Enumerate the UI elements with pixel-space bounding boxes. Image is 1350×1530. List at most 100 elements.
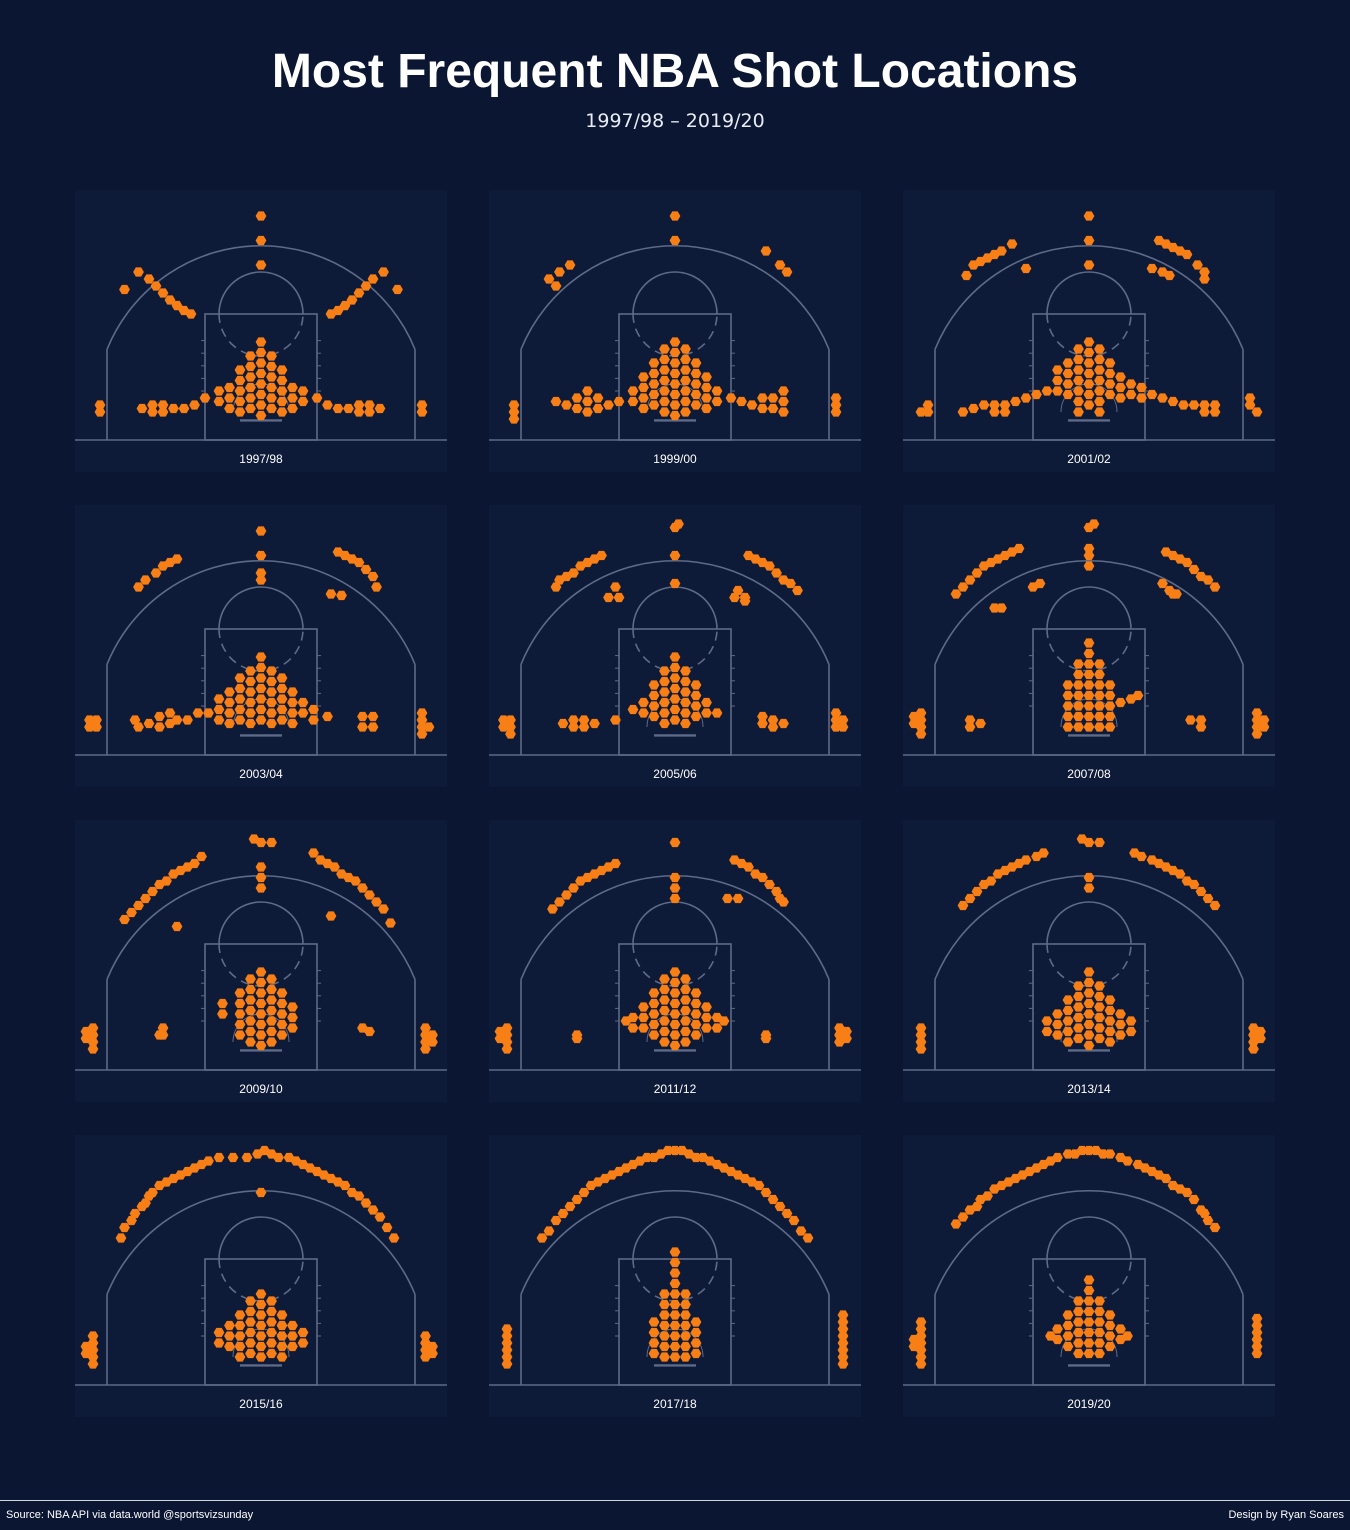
shot-hexagon (255, 1187, 267, 1198)
shot-hexagon (788, 1215, 800, 1226)
shot-hexagon (1094, 659, 1105, 669)
shot-hexagon (659, 1320, 670, 1331)
shot-hexagon (1083, 235, 1095, 246)
shot-hexagon (255, 977, 267, 988)
shot-hexagon (701, 1012, 712, 1023)
shot-hexagon (659, 386, 670, 396)
shot-hexagon (1083, 400, 1095, 410)
shot-hexagon (638, 393, 649, 403)
shot-hexagon (669, 673, 681, 683)
shot-hexagon (1062, 690, 1074, 701)
season-label: 2015/16 (239, 1397, 283, 1411)
shot-hexagon (80, 1033, 92, 1044)
shot-hexagon (680, 1005, 691, 1016)
shot-hexagon (154, 1180, 165, 1191)
shot-hexagon (1188, 879, 1200, 890)
shot-hexagon (234, 694, 246, 704)
shot-hexagon (276, 407, 288, 417)
shot-hexagon (971, 886, 983, 897)
shot-hexagon (1094, 701, 1105, 711)
shot-hexagon (115, 1233, 127, 1243)
shot-hexagon (276, 1019, 288, 1030)
shot-hexagon (1094, 1002, 1105, 1012)
shot-hexagon (276, 396, 288, 407)
shot-hexagon (1073, 1327, 1084, 1338)
shot-chart-panel: 1999/00 (489, 190, 861, 472)
shot-hexagon (680, 676, 691, 687)
shot-hexagon (266, 1306, 277, 1317)
shot-hexagon (669, 358, 681, 368)
shot-hexagon (494, 1033, 506, 1044)
shot-hexagon (357, 711, 368, 722)
shot-hexagon (996, 603, 1007, 613)
three-point-arc (520, 1190, 830, 1295)
shot-hexagon (638, 382, 649, 393)
shot-hexagons (915, 211, 1263, 417)
shot-hexagon (255, 1040, 267, 1051)
shot-hexagon (1073, 1317, 1084, 1327)
shot-hexagon (1115, 393, 1126, 403)
shot-hexagon (648, 389, 660, 400)
shot-hexagon (1062, 1149, 1074, 1159)
season-label: 2011/12 (653, 1082, 697, 1096)
shot-hexagon (1083, 211, 1095, 221)
shot-hexagon (680, 984, 691, 995)
shot-hexagon (757, 872, 768, 883)
shot-hexagon (287, 1002, 298, 1012)
shot-hexagon (1094, 354, 1105, 365)
shot-hexagon (217, 1009, 228, 1019)
shot-hexagon (266, 837, 277, 848)
shot-hexagon (669, 893, 681, 904)
shot-hexagon (287, 393, 298, 403)
shot-hexagon (1073, 375, 1084, 386)
shot-hexagon (1115, 697, 1126, 708)
shot-hexagon (841, 1033, 852, 1044)
shot-hexagon (1094, 837, 1105, 848)
shot-hexagon (648, 1338, 660, 1348)
shot-hexagon (1083, 1040, 1095, 1051)
shot-hexagon (224, 393, 235, 403)
shot-hexagon (1083, 1327, 1095, 1338)
shot-hexagon (764, 561, 775, 571)
shot-hexagon (255, 872, 267, 883)
shot-hexagon (638, 1012, 649, 1023)
shot-hexagon (161, 876, 172, 886)
shot-hexagon (757, 403, 768, 414)
shot-hexagon (985, 876, 997, 886)
shot-hexagon (1052, 1009, 1063, 1019)
shot-hexagon (255, 988, 267, 998)
shot-hexagon (1083, 1019, 1095, 1030)
shot-hexagon (501, 1044, 513, 1054)
shot-hexagon (669, 1352, 681, 1362)
panel-background (489, 505, 861, 787)
shot-hexagon (245, 708, 256, 718)
shot-hexagon (189, 400, 200, 410)
shot-hexagon (224, 687, 235, 697)
shot-hexagon (669, 379, 681, 389)
shot-hexagon (255, 526, 267, 536)
shot-hexagon (1094, 991, 1105, 1002)
shot-hexagon (1083, 690, 1095, 701)
shot-hexagon (339, 1180, 351, 1191)
shot-hexagon (367, 722, 379, 732)
shot-hexagon (999, 407, 1011, 417)
shot-hexagon (287, 1320, 298, 1331)
design-credit: Design by Ryan Soares (1228, 1509, 1344, 1521)
shot-hexagon (1104, 1016, 1116, 1026)
shot-hexagon (1199, 274, 1210, 284)
shot-hexagon (1181, 1187, 1193, 1198)
shot-hexagon (1195, 886, 1207, 897)
shot-hexagon (266, 974, 277, 984)
shot-hexagon (1083, 701, 1095, 711)
shot-hexagon (224, 718, 235, 729)
shot-hexagon (1104, 1310, 1116, 1320)
shot-hexagon (690, 998, 702, 1009)
shot-chart-svg (903, 820, 1275, 1102)
panel-background (75, 505, 447, 787)
shot-hexagon (648, 711, 660, 722)
shot-hexagon (136, 403, 148, 414)
shot-hexagon (722, 893, 733, 904)
shot-hexagon (680, 1352, 691, 1362)
shot-hexagon (287, 718, 298, 729)
shot-hexagon (718, 1016, 730, 1026)
